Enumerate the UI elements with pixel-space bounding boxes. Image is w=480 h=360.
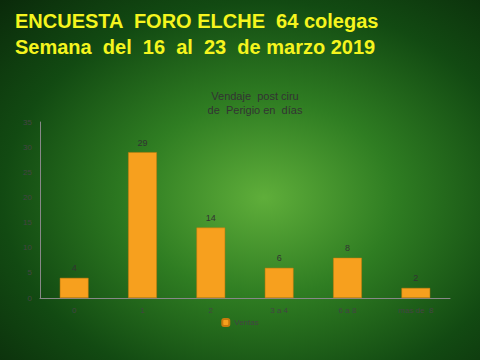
svg-text:Semana del 16 al 23 de ma: Semana del 16 al 23 de marzo 2019 (15, 36, 375, 58)
svg-text:5: 5 (28, 268, 33, 277)
svg-text:4: 4 (72, 263, 77, 273)
svg-text:ENCUESTA FORO ELCHE 64 coleg: ENCUESTA FORO ELCHE 64 colegas (15, 10, 378, 32)
svg-text:0: 0 (72, 306, 77, 315)
svg-text:30: 30 (23, 143, 32, 152)
svg-text:Vendaje post ciru: Vendaje post ciru (211, 90, 298, 102)
svg-text:Ventas: Ventas (234, 318, 258, 327)
svg-text:14: 14 (206, 213, 216, 223)
svg-text:10: 10 (23, 243, 32, 252)
svg-text:29: 29 (137, 138, 147, 148)
svg-text:3 a 4: 3 a 4 (270, 306, 288, 315)
svg-text:mas de 8: mas de 8 (398, 306, 434, 315)
svg-text:15: 15 (23, 218, 32, 227)
svg-text:20: 20 (23, 193, 32, 202)
svg-text:8: 8 (345, 243, 350, 253)
svg-text:de Perigio en días: de Perigio en días (208, 104, 303, 116)
svg-text:2: 2 (209, 306, 214, 315)
svg-text:6: 6 (277, 253, 282, 263)
svg-text:1: 1 (140, 306, 145, 315)
svg-text:35: 35 (23, 118, 32, 127)
svg-text:2: 2 (413, 273, 418, 283)
svg-text:6 a 8: 6 a 8 (339, 306, 357, 315)
svg-text:25: 25 (23, 168, 32, 177)
svg-text:0: 0 (28, 294, 33, 303)
